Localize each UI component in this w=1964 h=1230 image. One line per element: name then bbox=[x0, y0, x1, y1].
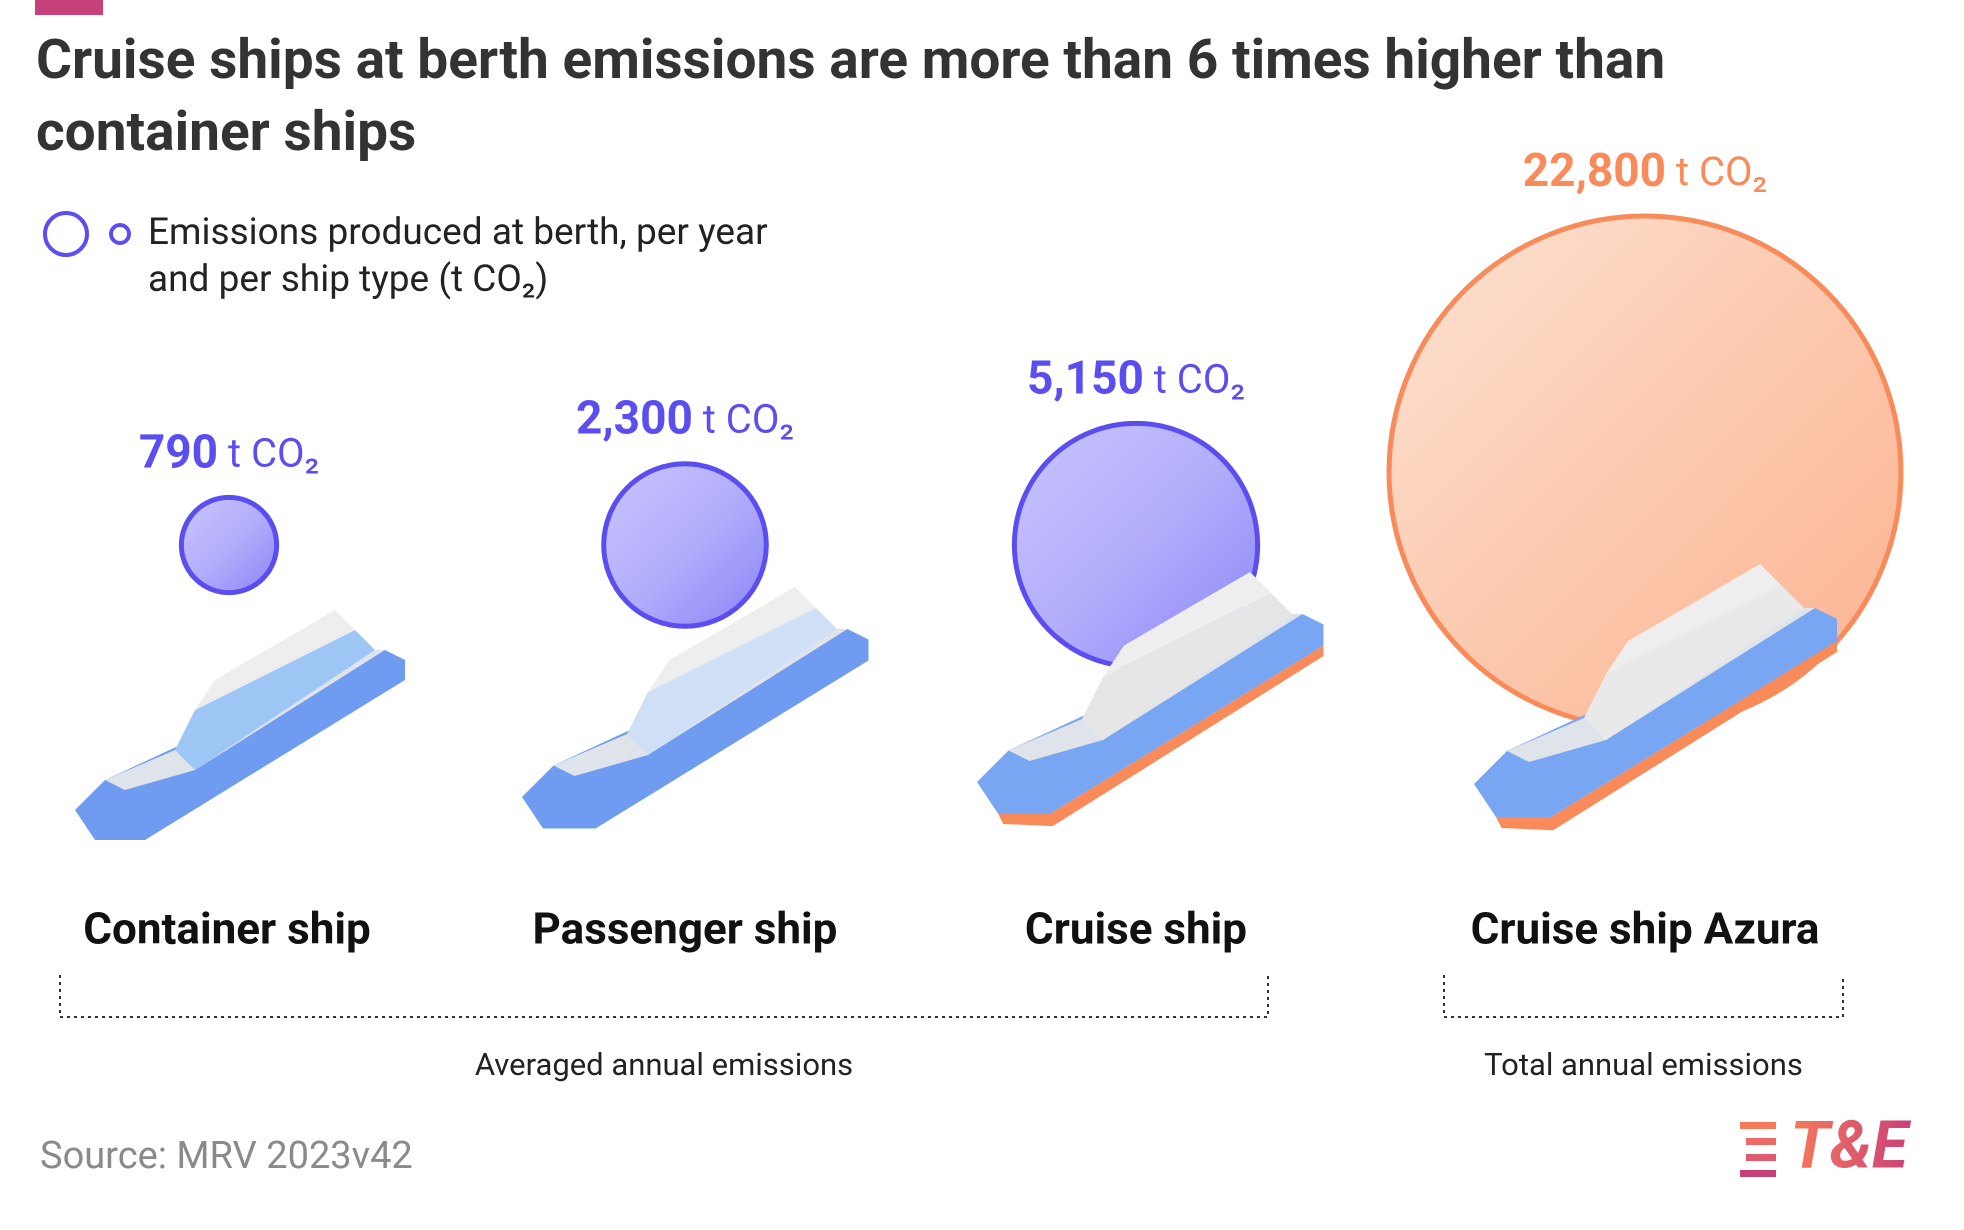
bubble bbox=[601, 461, 769, 629]
logo-text: T&E bbox=[1790, 1107, 1912, 1184]
logo-stripe bbox=[1740, 1170, 1776, 1177]
chart-title: Cruise ships at berth emissions are more… bbox=[36, 28, 1679, 164]
value-unit: t CO₂ bbox=[1666, 148, 1767, 195]
category-label: Passenger ship bbox=[533, 903, 838, 955]
category-label: Cruise ship Azura bbox=[1471, 903, 1820, 955]
ship-hull bbox=[977, 614, 1324, 814]
value-unit: t CO₂ bbox=[218, 429, 319, 476]
value-number: 5,150 bbox=[1027, 352, 1144, 406]
ship-cabins bbox=[648, 587, 816, 692]
ship-cabins bbox=[1606, 564, 1782, 674]
logo: T&E bbox=[1740, 1107, 1912, 1184]
ship-superstructure bbox=[627, 608, 837, 755]
ship-hull bbox=[75, 650, 405, 840]
value-unit: t CO₂ bbox=[1144, 355, 1245, 402]
value-label: 22,800 t CO₂ bbox=[1523, 144, 1767, 198]
group-bracket bbox=[59, 975, 1269, 1018]
value-number: 2,300 bbox=[576, 392, 693, 446]
ship-superstructure bbox=[1584, 586, 1804, 740]
ship-superstructure bbox=[175, 630, 375, 770]
ship-hull bbox=[1474, 608, 1837, 817]
value-label: 2,300 t CO₂ bbox=[576, 392, 794, 446]
ship-illustration bbox=[1474, 564, 1837, 831]
ship-cabins bbox=[195, 610, 355, 710]
logo-stripe bbox=[1746, 1154, 1776, 1161]
value-unit: t CO₂ bbox=[693, 395, 794, 442]
group-label: Averaged annual emissions bbox=[475, 1046, 853, 1083]
logo-stripe bbox=[1746, 1138, 1776, 1145]
ship-illustration bbox=[522, 587, 869, 829]
legend-text: Emissions produced at berth, per year an… bbox=[148, 211, 777, 301]
source: Source: MRV 2023v42 bbox=[40, 1134, 413, 1178]
ship-illustration bbox=[977, 572, 1324, 827]
value-number: 790 bbox=[139, 426, 218, 480]
ship-illustration bbox=[75, 610, 405, 840]
group-bracket bbox=[1443, 975, 1844, 1018]
category-label: Container ship bbox=[83, 903, 370, 955]
group-label: Total annual emissions bbox=[1484, 1046, 1803, 1083]
value-label: 5,150 t CO₂ bbox=[1027, 352, 1245, 406]
value-label: 790 t CO₂ bbox=[139, 426, 319, 480]
category-label: Cruise ship bbox=[1025, 903, 1247, 955]
legend-icon-large bbox=[43, 211, 89, 257]
logo-stripe bbox=[1740, 1122, 1776, 1129]
accent-bar bbox=[35, 0, 103, 15]
value-number: 22,800 bbox=[1523, 144, 1666, 198]
ship-superstructure bbox=[1082, 593, 1292, 740]
legend-icon-small bbox=[109, 223, 131, 245]
ship-cabins bbox=[1103, 572, 1271, 677]
ship-hull bbox=[522, 629, 869, 829]
bubble bbox=[178, 494, 280, 596]
